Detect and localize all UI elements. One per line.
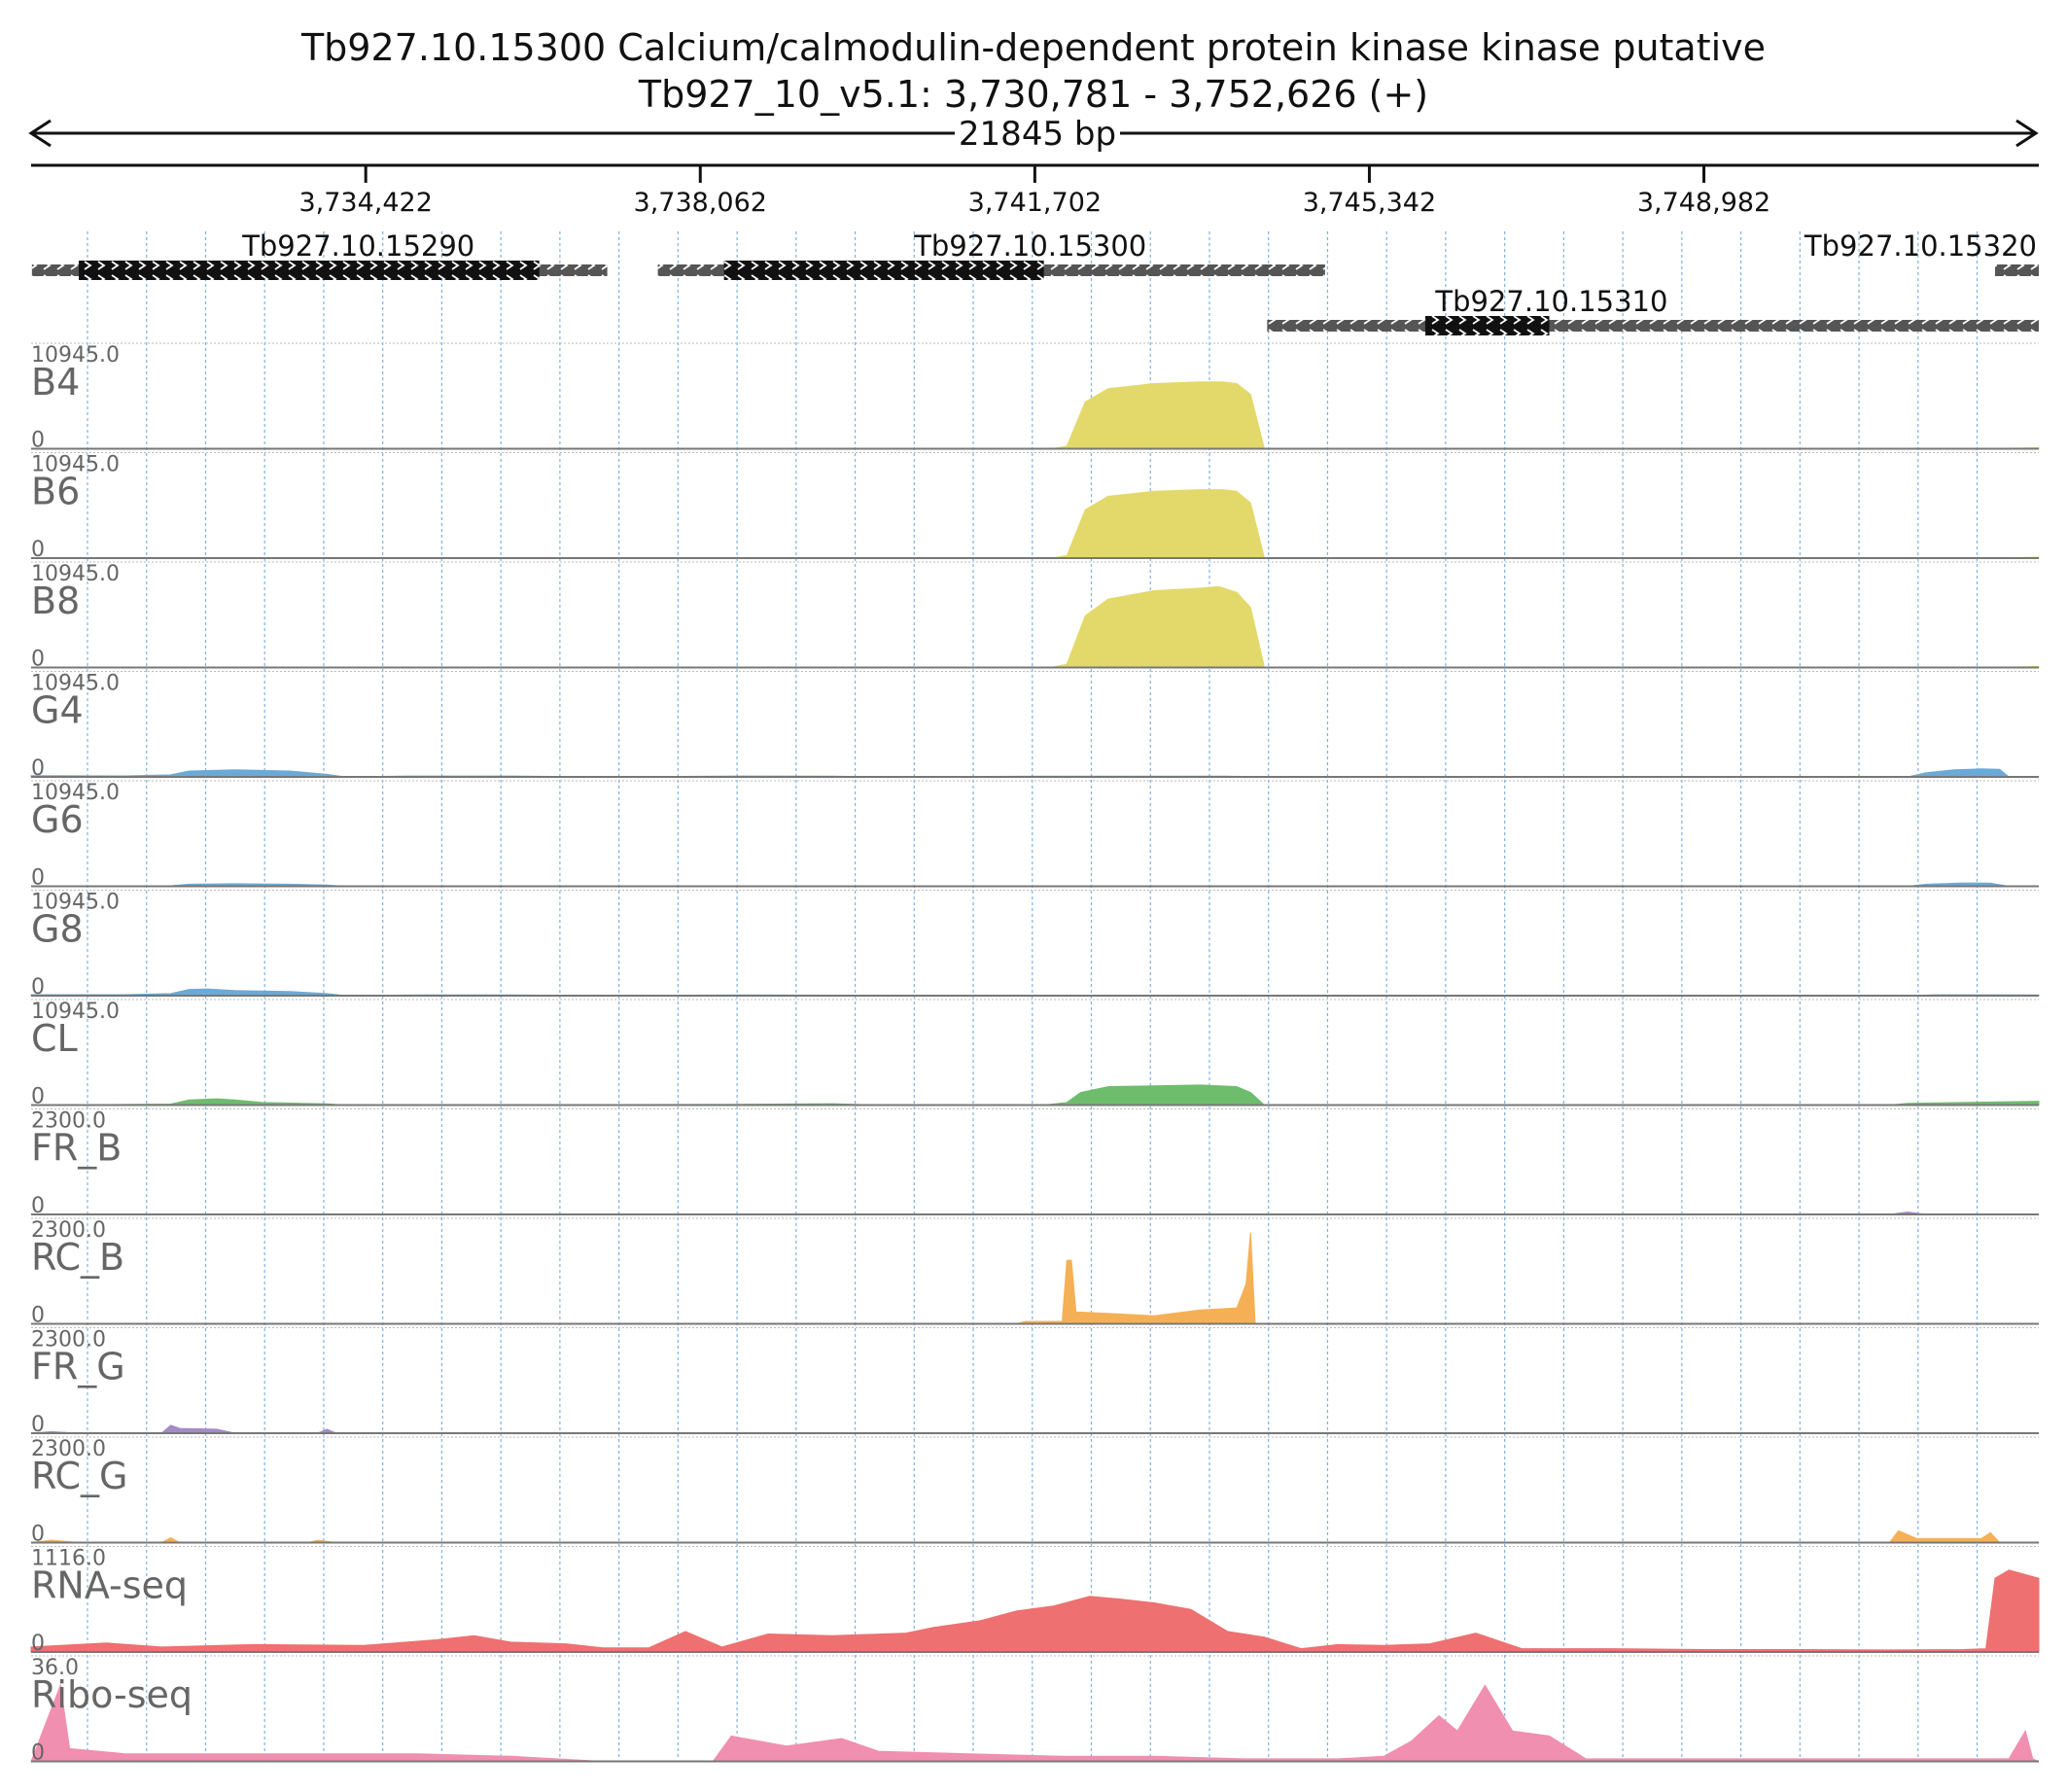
track-min-label-10: 0 (31, 1523, 45, 1547)
span-indicator: 21845 bp (28, 115, 2039, 154)
track-fr_b: 2300.0FR_B 0 (31, 1108, 2039, 1218)
track-name-11: RNA-seq (31, 1564, 188, 1607)
track-area-b4 (31, 381, 2040, 449)
track-name-5: G8 (31, 908, 84, 951)
track-min-label-2: 0 (31, 648, 45, 672)
track-area-rc_g (30, 1529, 2039, 1543)
track-max-label-3: 10945.0 (31, 672, 120, 696)
track-min-label-5: 0 (31, 975, 45, 1000)
gene-label-0: Tb927.10.15290 (241, 229, 474, 263)
track-area-ribo-seq (30, 1683, 2040, 1762)
track-b8: 10945.0B8 0 (31, 561, 2040, 672)
track-min-label-4: 0 (31, 866, 45, 891)
track-max-label-7: 2300.0 (31, 1109, 106, 1134)
track-name-7: FR_B (31, 1127, 122, 1170)
track-max-label-1: 10945.0 (31, 453, 120, 477)
track-name-3: G4 (31, 689, 84, 732)
track-area-rna-seq (30, 1569, 2040, 1653)
span-label: 21845 bp (959, 115, 1116, 154)
track-name-0: B4 (31, 361, 80, 404)
track-name-10: RC_G (31, 1455, 128, 1497)
track-fr_g: 2300.0FR_G 0 (30, 1327, 2039, 1437)
track-min-label-1: 0 (31, 538, 45, 562)
span-arrow-left-icon (28, 119, 52, 148)
track-name-8: RC_B (31, 1236, 124, 1279)
track-name-1: B6 (31, 471, 80, 513)
track-b6: 10945.0B6 0 (31, 452, 2040, 562)
gene-cds-arrows-1 (723, 261, 1044, 280)
gene-track: Tb927.10.15290 Tb927.10.15300 Tb927.10.153… (31, 229, 2039, 335)
chart-title: Tb927.10.15300 Calcium/calmodulin-depend… (300, 26, 1766, 69)
track-max-label-9: 2300.0 (31, 1328, 106, 1353)
track-area-b6 (31, 489, 2040, 559)
track-name-12: Ribo-seq (31, 1673, 193, 1716)
gene-utr-arrows-2 (1995, 264, 2039, 276)
gene-label-3: Tb927.10.15310 (1434, 285, 1667, 318)
track-min-label-12: 0 (31, 1741, 45, 1766)
coverage-tracks: 10945.0B4010945.0B6010945.0B8010945.0G40… (30, 342, 2040, 1766)
track-rc_b: 2300.0RC_B 0 (31, 1217, 2039, 1328)
track-max-label-6: 10945.0 (31, 1000, 120, 1024)
track-max-label-8: 2300.0 (31, 1218, 106, 1243)
track-max-label-10: 2300.0 (31, 1437, 106, 1461)
gene-label-1: Tb927.10.15300 (913, 229, 1146, 263)
track-name-4: G6 (31, 798, 84, 841)
track-min-label-6: 0 (31, 1085, 45, 1109)
track-min-label-0: 0 (31, 429, 45, 453)
chart-subtitle: Tb927_10_v5.1: 3,730,781 - 3,752,626 (+) (638, 73, 1428, 116)
track-max-label-11: 1116.0 (31, 1547, 106, 1571)
gene-cds-arrows-0 (79, 261, 540, 280)
track-area-b8 (31, 585, 2040, 668)
track-g8: 10945.0G8 0 (30, 890, 2040, 1000)
track-min-label-9: 0 (31, 1413, 45, 1437)
gene-label-2: Tb927.10.15320 (1804, 229, 2037, 263)
track-cl: 10945.0CL 0 (30, 999, 2040, 1109)
track-area-fr_g (30, 1424, 2039, 1434)
track-min-label-7: 0 (31, 1194, 45, 1218)
track-min-label-8: 0 (31, 1304, 45, 1328)
ruler-tick-label-0: 3,734,422 (298, 188, 432, 218)
track-min-label-11: 0 (31, 1632, 45, 1656)
track-g6: 10945.0G6 0 (30, 780, 2039, 891)
span-arrow-right-icon (2015, 119, 2039, 148)
track-max-label-5: 10945.0 (31, 891, 120, 915)
track-rc_g: 2300.0RC_G 0 (30, 1436, 2039, 1547)
track-area-cl (30, 1084, 2040, 1107)
ruler-tick-label-4: 3,748,982 (1637, 188, 1770, 218)
ruler-ticks: 3,734,422 3,738,062 3,741,702 3,745,342 3,74… (298, 165, 1770, 218)
track-area-g4 (30, 768, 2039, 778)
track-max-label-4: 10945.0 (31, 781, 120, 805)
ruler-tick-label-2: 3,741,702 (968, 188, 1102, 218)
track-max-label-0: 10945.0 (31, 343, 120, 368)
track-b4: 10945.0B4 0 (31, 342, 2040, 453)
track-min-label-3: 0 (31, 756, 45, 781)
track-max-label-12: 36.0 (31, 1656, 79, 1680)
track-name-9: FR_G (31, 1346, 125, 1388)
track-name-2: B8 (31, 580, 80, 622)
track-g4: 10945.0G4 0 (30, 671, 2039, 781)
track-name-6: CL (31, 1017, 78, 1060)
gene-utr-arrows-3 (1267, 320, 2039, 332)
track-area-g8 (30, 988, 2040, 997)
ruler-tick-label-1: 3,738,062 (634, 188, 767, 218)
ruler-tick-label-3: 3,745,342 (1303, 188, 1436, 218)
gene-cds-arrows-3 (1424, 316, 1550, 335)
track-area-rc_b (31, 1232, 2039, 1324)
track-max-label-2: 10945.0 (31, 562, 120, 586)
